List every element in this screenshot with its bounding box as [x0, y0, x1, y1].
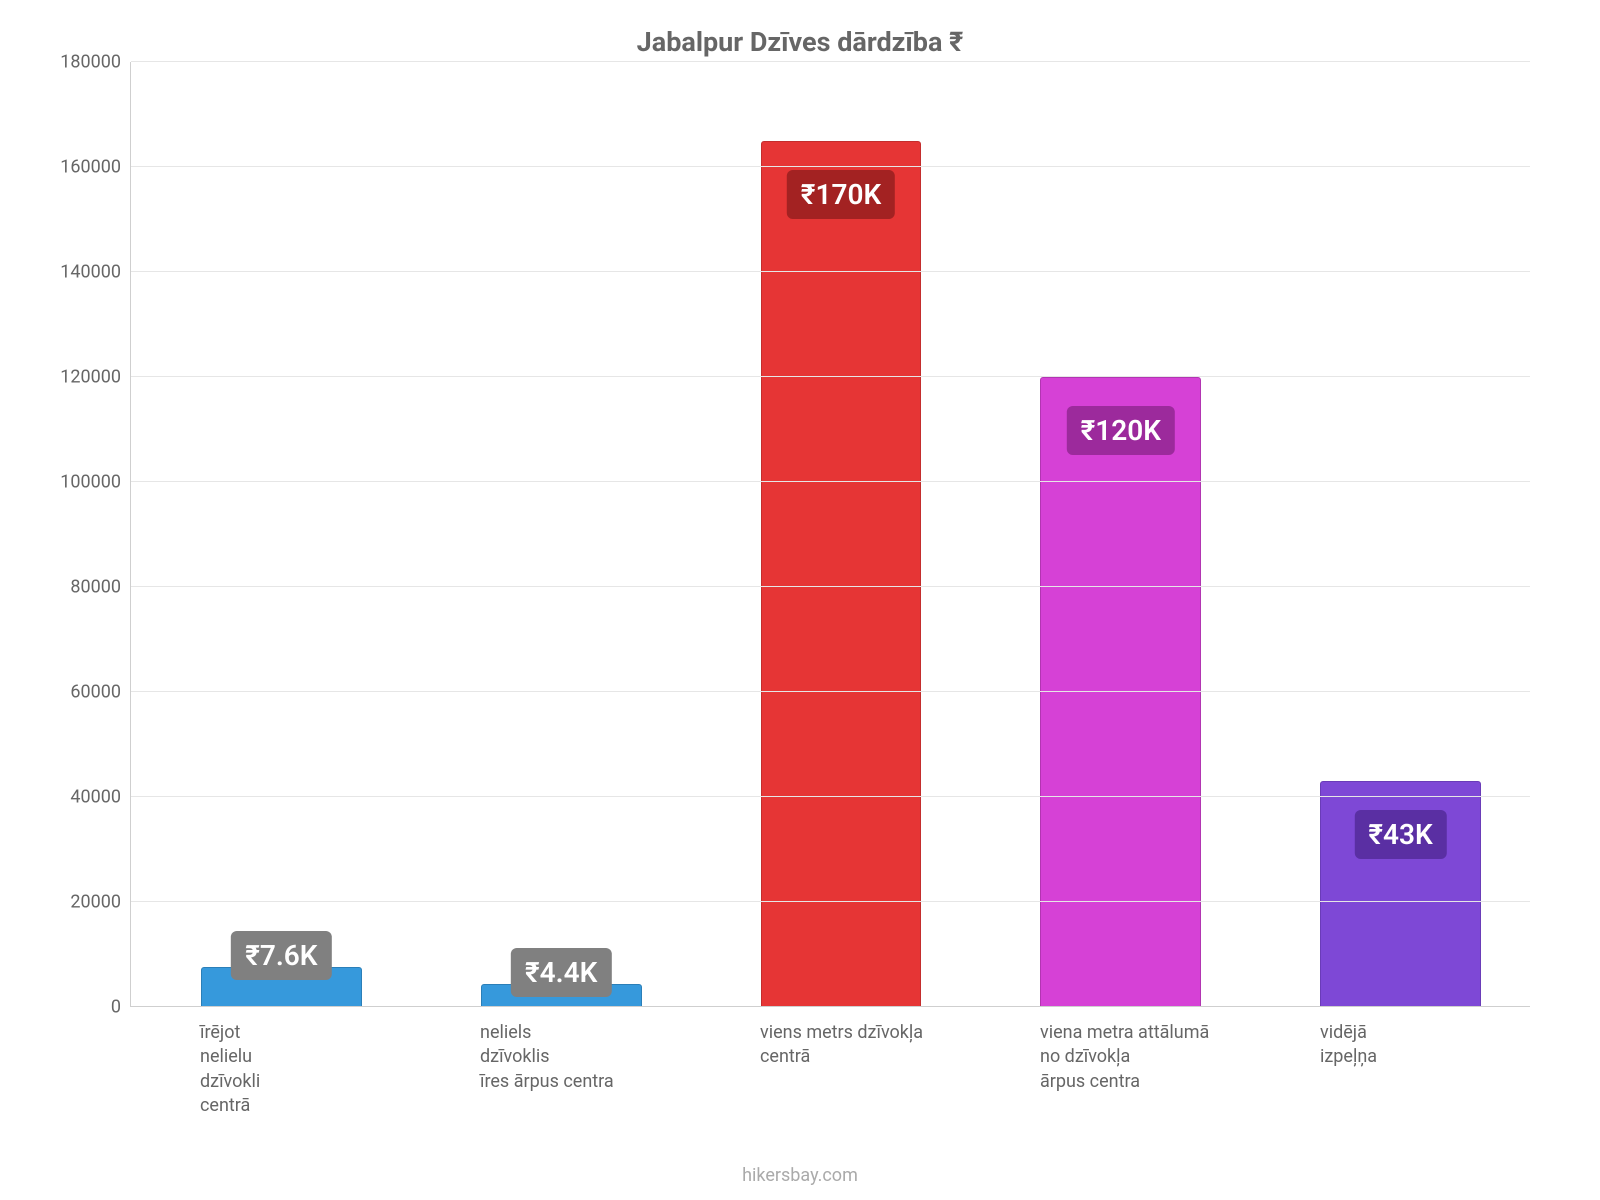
x-tick-label: viena metra attālumāno dzīvokļaārpus cen…	[1040, 1021, 1209, 1094]
x-tick-label: īrējotnelieludzīvoklicentrā	[200, 1021, 260, 1118]
y-tick-label: 0	[111, 997, 131, 1018]
bar: ₹43K	[1320, 781, 1481, 1007]
y-tick-label: 60000	[70, 682, 131, 703]
x-tick-label: vidējāizpeļņa	[1320, 1021, 1377, 1070]
bar: ₹4.4K	[481, 984, 642, 1007]
gridline	[131, 691, 1530, 692]
gridline	[131, 166, 1530, 167]
x-axis-labels: īrējotnelieludzīvoklicentrā nelielsdzīvok…	[130, 1007, 1530, 1127]
x-tick-label: viens metrs dzīvokļacentrā	[760, 1021, 923, 1070]
gridline	[131, 901, 1530, 902]
value-badge: ₹170K	[787, 170, 895, 219]
gridline	[131, 481, 1530, 482]
chart-container: Jabalpur Dzīves dārdzība ₹ ₹7.6K ₹4.4K ₹17…	[0, 0, 1600, 1200]
gridline	[131, 586, 1530, 587]
y-tick-label: 120000	[60, 367, 131, 388]
y-tick-label: 160000	[60, 157, 131, 178]
y-tick-label: 20000	[70, 892, 131, 913]
value-badge: ₹43K	[1354, 810, 1446, 859]
gridline	[131, 271, 1530, 272]
gridline	[131, 796, 1530, 797]
gridline	[131, 376, 1530, 377]
footer-credit: hikersbay.com	[0, 1165, 1600, 1186]
y-tick-label: 100000	[60, 472, 131, 493]
y-tick-label: 40000	[70, 787, 131, 808]
value-badge: ₹7.6K	[231, 931, 331, 980]
y-tick-label: 140000	[60, 262, 131, 283]
bars-layer: ₹7.6K ₹4.4K ₹170K ₹120K ₹43K	[131, 62, 1530, 1007]
chart-title: Jabalpur Dzīves dārdzība ₹	[40, 26, 1560, 58]
gridline	[131, 61, 1530, 62]
plot-area: ₹7.6K₹4.4K₹170K₹120K₹43K 020000400006000…	[130, 62, 1530, 1007]
y-tick-label: 180000	[60, 52, 131, 73]
value-badge: ₹120K	[1067, 406, 1175, 455]
bar: ₹7.6K	[201, 967, 362, 1007]
x-tick-label: nelielsdzīvoklisīres ārpus centra	[480, 1021, 614, 1094]
value-badge: ₹4.4K	[511, 948, 611, 997]
y-tick-label: 80000	[70, 577, 131, 598]
